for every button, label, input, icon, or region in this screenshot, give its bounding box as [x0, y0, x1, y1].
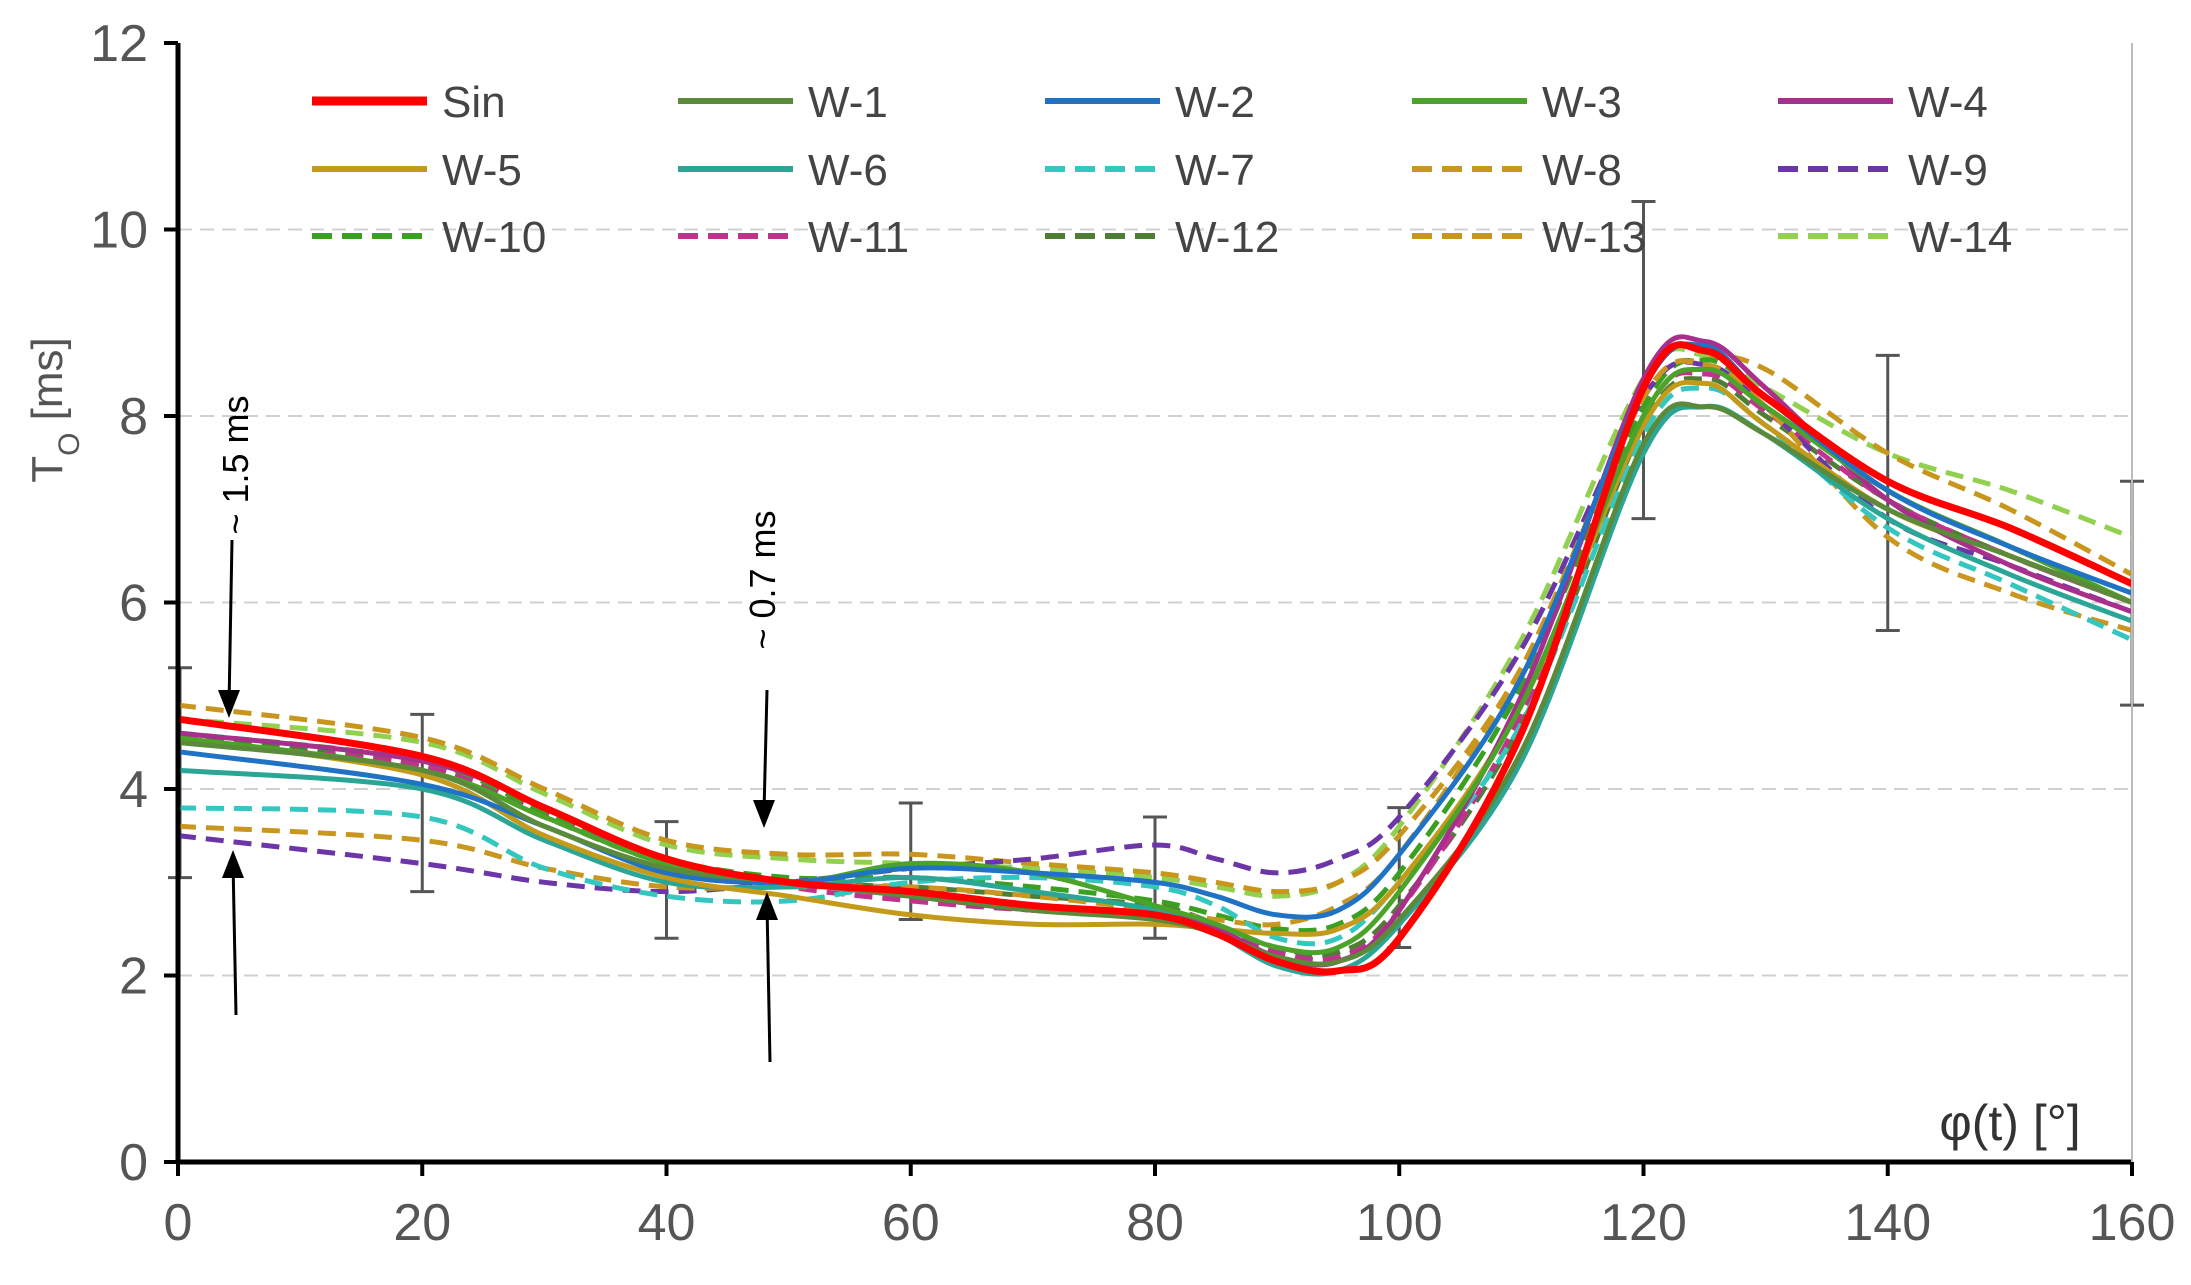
- legend-label-w-4: W-4: [1908, 78, 1988, 127]
- series-line-w-8: [177, 358, 2133, 928]
- annotations: ~ 1.5 ms ~ 0.7 ms: [215, 395, 783, 1063]
- x-tick-label-60: 60: [882, 1194, 940, 1252]
- y-tick-label-6: 6: [119, 575, 148, 633]
- legend-label-w-6: W-6: [808, 146, 888, 195]
- x-axis-title: φ(t) [°]: [1939, 1095, 2080, 1151]
- legend-label-w-11: W-11: [808, 213, 909, 262]
- y-tick-label-12: 12: [90, 15, 148, 73]
- y-tick-label-4: 4: [119, 761, 148, 819]
- legend-label-w-2: W-2: [1175, 78, 1255, 127]
- annotation-0-7ms: ~ 0.7 ms: [742, 510, 783, 649]
- y-tick-label-2: 2: [119, 948, 148, 1006]
- annotation-arrowhead-down-2: [753, 800, 775, 828]
- legend-label-w-8: W-8: [1542, 146, 1622, 195]
- x-tick-label-40: 40: [638, 1194, 696, 1252]
- annotation-arrow-up-1: [231, 861, 238, 1016]
- error-bars: [168, 200, 2144, 950]
- legend-label-w-10: W-10: [442, 213, 546, 262]
- y-axis-title: TO [ms]: [23, 337, 86, 483]
- y-tick-label-0: 0: [119, 1134, 148, 1192]
- series-line-w-11: [177, 370, 2133, 963]
- x-tick-label-160: 160: [2089, 1194, 2176, 1252]
- annotation-arrow-down-2: [762, 689, 769, 813]
- legend-label-w-3: W-3: [1542, 78, 1622, 127]
- series-line-w-3: [177, 366, 2134, 956]
- annotation-arrowhead-up-1: [222, 850, 244, 878]
- gridlines: [178, 228, 2132, 977]
- x-tick-label-140: 140: [1844, 1194, 1931, 1252]
- series-line-w-14: [177, 346, 2133, 899]
- legend-label-sin: Sin: [442, 78, 506, 127]
- annotation-arrow-down-1: [227, 539, 234, 706]
- legend-label-w-13: W-13: [1542, 213, 1646, 262]
- y-tick-label-8: 8: [119, 388, 148, 446]
- series-line-w-1: [177, 401, 2133, 967]
- x-tick-label-120: 120: [1600, 1194, 1687, 1252]
- legend-label-w-12: W-12: [1175, 213, 1279, 262]
- legend: Sin W-1 W-2 W-3 W-4 W-5 W-6 W-7 W-8 W-9 W-10 W-11 W-…: [312, 78, 2012, 262]
- y-tick-labels: 0 2 4 6 8 10 12: [90, 15, 178, 1192]
- x-tick-label-20: 20: [393, 1194, 451, 1252]
- x-tick-labels: 0 20 40 60 80 100 120 140 160: [164, 1162, 2176, 1252]
- annotation-arrow-up-2: [765, 904, 772, 1063]
- legend-label-w-1: W-1: [808, 78, 888, 127]
- x-tick-label-80: 80: [1126, 1194, 1184, 1252]
- x-tick-label-100: 100: [1356, 1194, 1443, 1252]
- legend-label-w-9: W-9: [1908, 146, 1988, 195]
- series-lines: [177, 334, 2134, 977]
- series-line-sin: [177, 341, 2134, 976]
- annotation-1-5ms: ~ 1.5 ms: [215, 395, 256, 534]
- annotation-arrowhead-up-2: [756, 892, 778, 920]
- x-axis-title-box: [1908, 1085, 2118, 1155]
- series-line-w-13: [177, 354, 2134, 895]
- legend-label-w-5: W-5: [442, 146, 522, 195]
- x-tick-label-0: 0: [164, 1194, 193, 1252]
- legend-label-w-7: W-7: [1175, 146, 1255, 195]
- legend-label-w-14: W-14: [1908, 213, 2012, 262]
- annotation-arrowhead-down-1: [218, 690, 240, 718]
- series-line-w-5: [177, 379, 2133, 937]
- y-tick-label-10: 10: [90, 202, 148, 260]
